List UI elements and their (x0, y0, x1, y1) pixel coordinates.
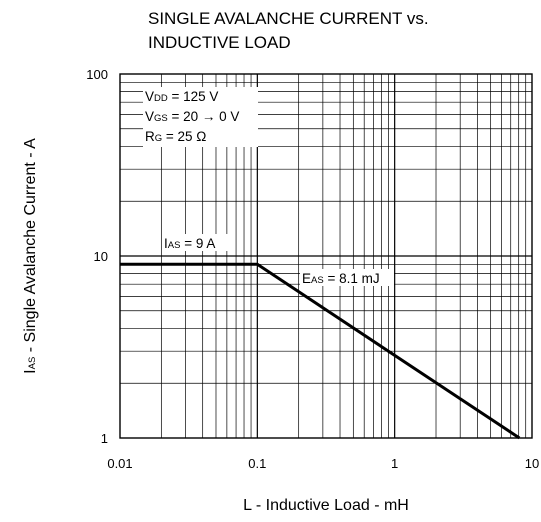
y-axis-label-main: I (22, 369, 39, 373)
condition-vgs-rest: = 20 → 0 V (168, 109, 240, 124)
ias-annotation: IAS = 9 A (162, 234, 230, 251)
condition-vdd-main: V (145, 89, 154, 104)
series-line (120, 262, 521, 440)
condition-vgs-sub: GS (154, 113, 168, 124)
condition-rg-main: R (145, 129, 155, 144)
eas-annotation-rest: = 8.1 mJ (324, 271, 380, 286)
eas-annotation: EAS = 8.1 mJ (300, 269, 394, 286)
x-tick-label: 0.1 (248, 456, 266, 471)
conditions-box-bg (143, 87, 258, 147)
x-tick-label: 0.01 (107, 456, 132, 471)
ias-annotation-sub: AS (168, 240, 181, 251)
y-axis-label-sub: AS (27, 357, 38, 370)
ias-annotation-main: I (164, 236, 168, 251)
condition-vdd-sub: DD (154, 93, 168, 104)
condition-vdd: VDD = 125 V (145, 89, 218, 104)
plot-frame (119, 73, 533, 439)
eas-annotation-bg (300, 269, 394, 286)
y-axis-label: IAS - Single Avalanche Current - A (22, 138, 39, 374)
ias-annotation-bg (162, 234, 230, 251)
tick-labels: 0.01 0.1 1 10 100 10 1 (86, 67, 539, 471)
condition-rg-rest: = 25 Ω (162, 129, 206, 144)
chart-title-line-2: INDUCTIVE LOAD (148, 33, 291, 52)
ias-annotation-text: IAS = 9 A (164, 236, 215, 251)
x-tick-label: 10 (525, 456, 539, 471)
eas-annotation-text: EAS = 8.1 mJ (302, 271, 380, 286)
x-tick-label: 1 (391, 456, 398, 471)
condition-rg: RG = 25 Ω (145, 129, 206, 144)
y-axis-label-rest: - Single Avalanche Current - A (22, 138, 39, 357)
y-tick-label: 1 (101, 431, 108, 446)
x-axis-label: L - Inductive Load - mH (243, 497, 409, 514)
eas-annotation-main: E (302, 271, 311, 286)
condition-vdd-rest: = 125 V (168, 89, 219, 104)
conditions-box: VDD = 125 V VGS = 20 → 0 V RG = 25 Ω (143, 87, 258, 147)
condition-vgs-main: V (145, 109, 154, 124)
chart-title-line-1: SINGLE AVALANCHE CURRENT vs. (148, 9, 429, 28)
ias-annotation-rest: = 9 A (180, 236, 215, 251)
condition-rg-sub: G (155, 133, 162, 144)
y-tick-label: 10 (94, 249, 108, 264)
condition-vgs: VGS = 20 → 0 V (145, 109, 239, 124)
y-tick-label: 100 (86, 67, 108, 82)
eas-annotation-sub: AS (311, 275, 324, 286)
